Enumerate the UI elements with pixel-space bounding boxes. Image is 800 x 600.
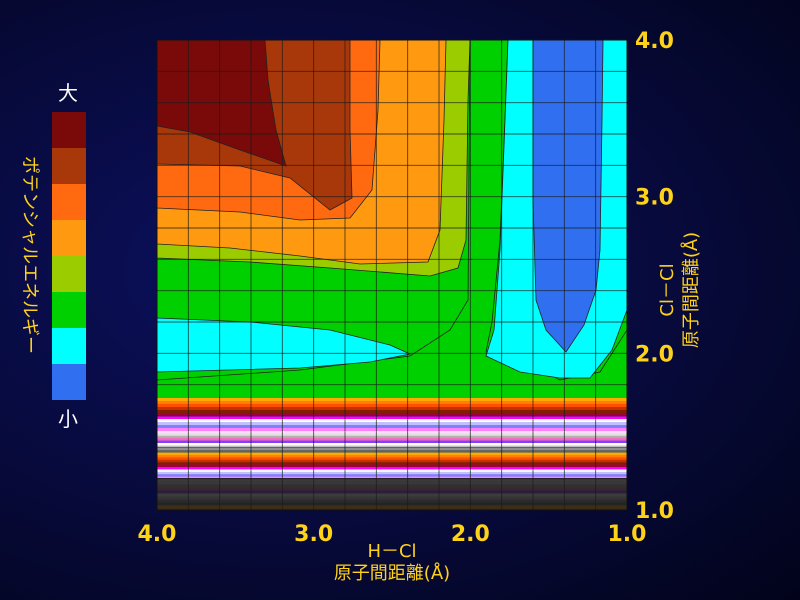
stripe-dark-base [157, 478, 627, 510]
stripe [157, 455, 627, 458]
y-tick-label: 4.0 [635, 29, 674, 54]
x-tick-label: 1.0 [608, 522, 647, 547]
stripe [157, 438, 627, 441]
stripe [157, 431, 627, 434]
y-tick-label: 2.0 [635, 342, 674, 367]
grid-lines [157, 40, 627, 510]
stripe [157, 398, 627, 402]
legend-swatch [52, 292, 86, 328]
stripe [157, 401, 627, 405]
stripe [157, 457, 627, 461]
legend-title: ポテンシャルエネルギー [19, 156, 40, 354]
x-tick-label: 4.0 [138, 522, 177, 547]
legend-high-label: 大 [58, 81, 78, 105]
legend-swatch [52, 220, 86, 256]
legend-swatch [52, 184, 86, 220]
stripe [157, 469, 627, 473]
region-cyan-pocket [157, 317, 412, 373]
stripe [157, 425, 627, 429]
x-tick-label: 2.0 [451, 522, 490, 547]
stripe [157, 428, 627, 432]
stripe [157, 407, 627, 411]
y-axis-title-line2: 原子間距離(Å) [680, 232, 702, 348]
y-axis-title-line1: Cl－Cl [657, 263, 678, 316]
legend-swatch [52, 256, 86, 292]
stripe [157, 447, 627, 451]
stripe [157, 476, 627, 480]
stripe [157, 474, 627, 477]
stripe [157, 422, 627, 426]
legend-swatch [52, 148, 86, 184]
y-tick-label: 1.0 [635, 499, 674, 524]
x-tick-labels: 4.0 3.0 2.0 1.0 [138, 522, 647, 547]
legend-low-label: 小 [58, 407, 78, 431]
energy-legend [52, 112, 86, 400]
legend-swatch [52, 112, 86, 148]
stripe [157, 462, 627, 465]
x-axis-title-line2: 原子間距離(Å) [334, 562, 450, 584]
stripe [157, 435, 627, 439]
stripe [157, 440, 627, 444]
stripe [157, 471, 627, 475]
stripe [157, 445, 627, 449]
y-tick-labels: 1.0 2.0 3.0 4.0 [635, 29, 674, 524]
stripe [157, 410, 627, 414]
stripe [157, 413, 627, 417]
stripe [157, 433, 627, 437]
y-tick-label: 3.0 [635, 186, 674, 211]
high-energy-stripes [157, 398, 627, 510]
x-axis-title-line1: H－Cl [367, 541, 416, 562]
stripe [157, 404, 627, 408]
plot-frame [156, 39, 628, 511]
stripe [157, 416, 627, 420]
stripe [157, 443, 627, 446]
stripe [157, 467, 627, 470]
legend-swatch [52, 328, 86, 364]
stripe [157, 450, 627, 453]
stripe [157, 419, 627, 423]
stripe [157, 459, 627, 463]
stripe [157, 464, 627, 468]
region-blue-minimum [532, 40, 604, 353]
stripe [157, 452, 627, 456]
legend-swatch [52, 364, 86, 400]
x-tick-label: 3.0 [294, 522, 333, 547]
